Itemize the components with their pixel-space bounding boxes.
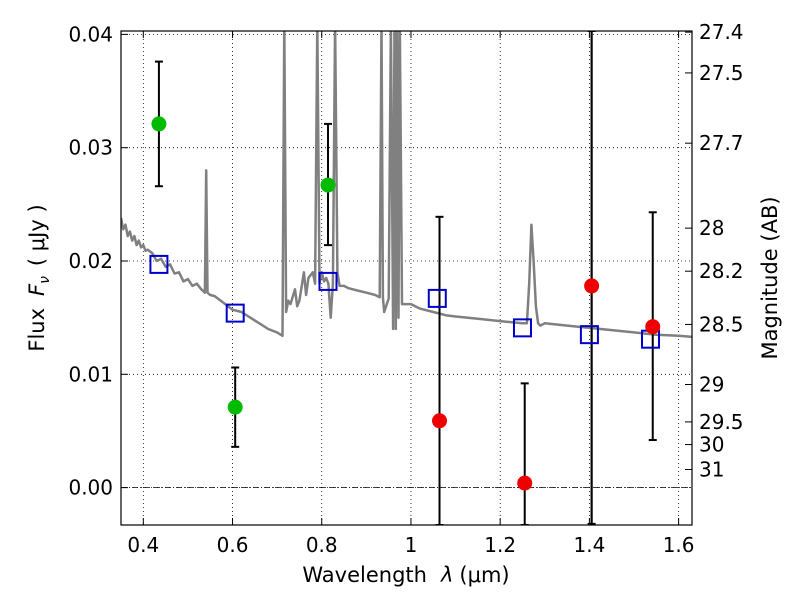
model-photometry-square (225, 303, 245, 323)
non-detection-point (517, 475, 533, 491)
model-photometry-square (318, 271, 338, 291)
model-photometry-square (512, 318, 532, 338)
non-detection-point (432, 413, 448, 429)
model-photometry-points (149, 254, 661, 349)
y-tick-label: 0.04 (68, 22, 113, 46)
y2-tick-label: 27.5 (699, 61, 744, 85)
model-spectrum-line (121, 31, 692, 339)
y2-tick-label: 29.5 (699, 410, 744, 434)
y2-tick-label: 30 (699, 433, 724, 457)
detection-point (320, 177, 336, 193)
plot-area (121, 31, 692, 525)
y2-tick-label: 28.2 (699, 259, 744, 283)
y-tick-label: 0.00 (68, 476, 113, 500)
x-tick-label: 1.2 (484, 533, 516, 557)
x-tick-label: 0.8 (306, 533, 338, 557)
y2-tick-label: 27.4 (699, 20, 744, 44)
model-photometry-square (427, 288, 447, 308)
model-photometry-square (149, 254, 169, 274)
model-spectrum (121, 31, 692, 339)
x-tick-label: 1.6 (663, 533, 695, 557)
detection-point (227, 399, 243, 415)
non-detection-point (645, 319, 661, 335)
x-axis-title: Wavelength λ (μm) (302, 563, 509, 587)
x-axis-ticks: 0.4 0.6 0.8 1 1.2 1.4 1.6 (127, 31, 695, 557)
y-tick-label: 0.03 (68, 136, 113, 160)
y2-tick-label: 31 (699, 457, 724, 481)
x-tick-label: 0.4 (127, 533, 159, 557)
plot-frame (120, 30, 693, 526)
model-photometry-square (579, 325, 599, 345)
x-tick-label: 1.4 (573, 533, 605, 557)
non-detection-point (584, 278, 600, 294)
plot-content (121, 31, 692, 525)
error-bars (154, 31, 657, 525)
y2-tick-label: 29 (699, 373, 724, 397)
x-tick-label: 1 (405, 533, 418, 557)
detection-point (151, 116, 167, 132)
y-tick-label: 0.02 (68, 249, 113, 273)
y2-tick-label: 27.7 (699, 131, 744, 155)
y-tick-label: 0.01 (68, 362, 113, 386)
x-tick-label: 0.6 (217, 533, 249, 557)
y2-tick-label: 28 (699, 216, 724, 240)
observed-points (151, 116, 661, 491)
y2-axis-title: Magnitude (AB) (758, 196, 782, 359)
y-axis-title: FluxFν( μJy ) (25, 204, 53, 351)
y2-tick-label: 28.5 (699, 312, 744, 336)
y-axis-ticks: 0.00 0.01 0.02 0.03 0.04 (68, 22, 128, 500)
